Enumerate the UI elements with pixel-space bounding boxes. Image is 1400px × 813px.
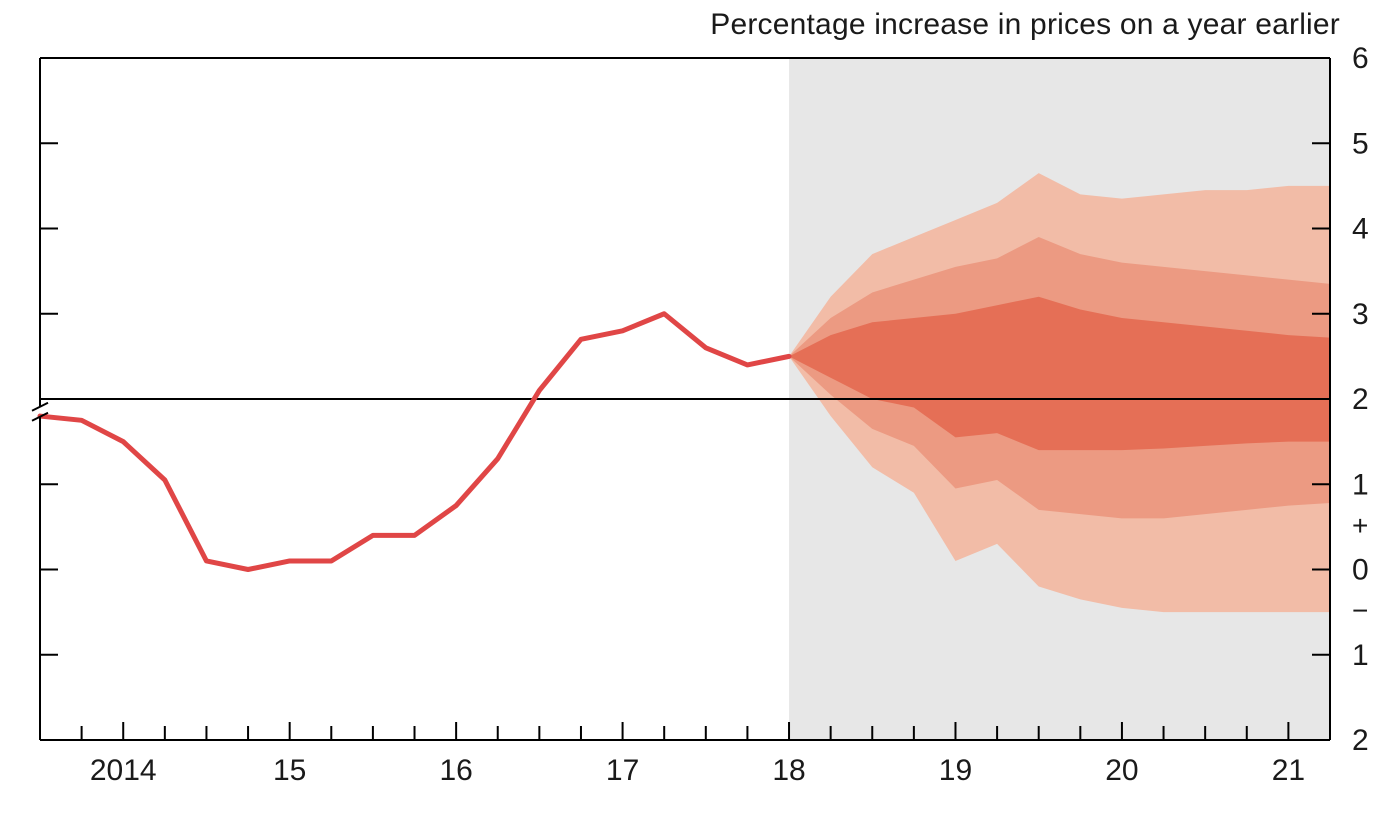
- x-tick-label: 16: [439, 754, 472, 787]
- x-tick-label: 21: [1272, 754, 1305, 787]
- historical-line: [40, 314, 789, 570]
- x-tick-label: 2014: [90, 754, 157, 787]
- x-tick-label: 15: [273, 754, 306, 787]
- y-tick-label: 6: [1352, 42, 1369, 75]
- y-tick-label: 4: [1352, 213, 1369, 246]
- fan-chart: Percentage increase in prices on a year …: [0, 0, 1400, 813]
- y-tick-label: 5: [1352, 127, 1369, 160]
- y-minus-label: −: [1352, 595, 1368, 626]
- y-tick-label: 2: [1352, 383, 1369, 416]
- y-plus-label: +: [1352, 510, 1368, 541]
- x-tick-label: 20: [1105, 754, 1138, 787]
- x-tick-label: 18: [772, 754, 805, 787]
- chart-svg: 210123456+−201415161718192021: [0, 0, 1400, 813]
- y-tick-label: 3: [1352, 298, 1369, 331]
- y-tick-label: 1: [1352, 639, 1369, 672]
- x-tick-label: 19: [939, 754, 972, 787]
- y-tick-label: 2: [1352, 724, 1369, 757]
- y-tick-label: 0: [1352, 554, 1369, 587]
- x-tick-label: 17: [606, 754, 639, 787]
- y-tick-label: 1: [1352, 468, 1369, 501]
